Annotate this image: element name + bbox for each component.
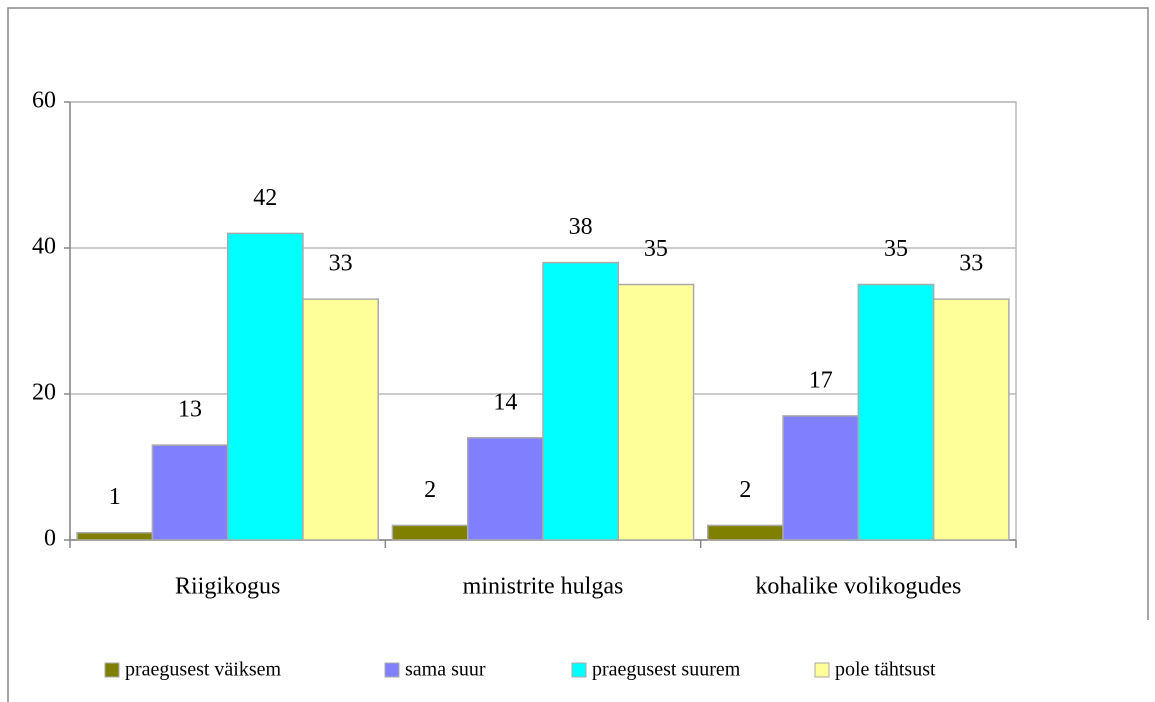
value-label: 17 bbox=[809, 367, 833, 393]
bar bbox=[151, 444, 229, 541]
value-label: 2 bbox=[739, 477, 751, 503]
bar bbox=[226, 232, 304, 541]
value-label: 33 bbox=[959, 251, 983, 277]
legend-label: praegusest suurem bbox=[592, 659, 741, 681]
value-label: 2 bbox=[424, 477, 436, 503]
chart-frame bbox=[7, 7, 1149, 702]
bar bbox=[707, 524, 784, 541]
bar bbox=[857, 283, 935, 541]
value-label: 35 bbox=[884, 236, 908, 262]
x-tick-label: kohalike volikogudes bbox=[755, 574, 961, 600]
bar bbox=[466, 437, 544, 541]
legend-swatch bbox=[814, 662, 830, 678]
legend-swatch bbox=[571, 662, 587, 678]
bar bbox=[782, 415, 860, 541]
value-label: 35 bbox=[644, 236, 668, 262]
bar bbox=[617, 283, 695, 541]
y-tick-label: 60 bbox=[32, 88, 56, 114]
bar bbox=[542, 261, 620, 541]
x-tick-label: ministrite hulgas bbox=[463, 574, 624, 600]
bar bbox=[302, 298, 379, 541]
value-label: 14 bbox=[493, 389, 517, 415]
bar bbox=[76, 531, 154, 541]
value-label: 13 bbox=[178, 397, 202, 423]
y-tick-label: 20 bbox=[32, 380, 56, 406]
y-tick-label: 40 bbox=[32, 234, 56, 260]
value-label: 1 bbox=[109, 484, 121, 510]
value-label: 42 bbox=[253, 185, 277, 211]
legend-label: sama suur bbox=[405, 659, 486, 681]
bar bbox=[932, 298, 1010, 541]
value-label: 38 bbox=[569, 214, 593, 240]
x-tick-label: Riigikogus bbox=[175, 574, 280, 600]
bar bbox=[391, 524, 469, 541]
legend-label: praegusest väiksem bbox=[125, 659, 282, 681]
legend-label: pole tähtsust bbox=[835, 659, 936, 681]
legend-swatch bbox=[104, 662, 120, 678]
y-tick-label: 0 bbox=[44, 526, 56, 552]
value-label: 33 bbox=[329, 251, 353, 277]
legend-swatch bbox=[384, 662, 400, 678]
